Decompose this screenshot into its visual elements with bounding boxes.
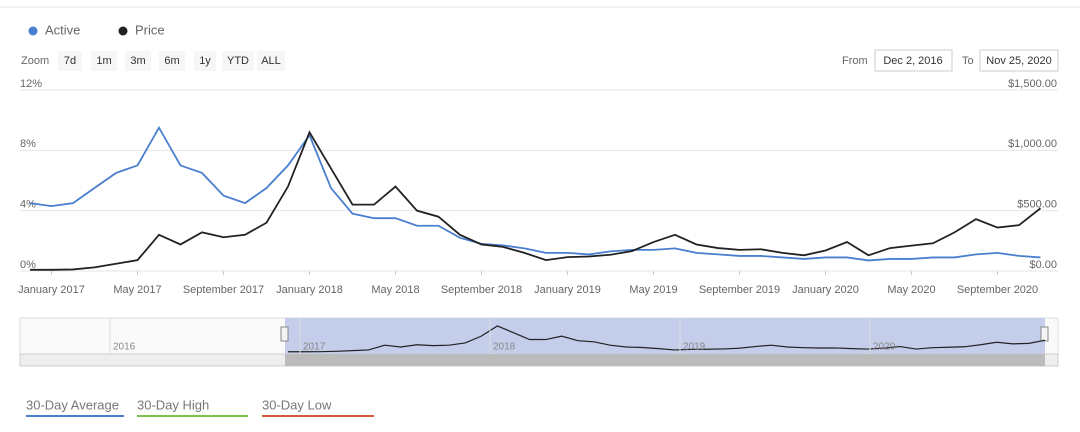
zoom-button-label[interactable]: 3m: [130, 55, 145, 67]
zoom-button[interactable]: [125, 51, 151, 71]
series-line: [29, 125, 1041, 262]
from-label: From: [842, 55, 868, 67]
zoom-button-label[interactable]: ALL: [261, 55, 281, 67]
x-tick-label: May 2020: [887, 284, 935, 296]
y-tick-label: 8%: [20, 138, 36, 150]
x-tick-label: January 2020: [792, 284, 859, 296]
x-tick-label: May 2017: [113, 284, 161, 296]
x-tick-label: September 2018: [441, 284, 522, 296]
x-tick-label: January 2019: [534, 284, 601, 296]
zoom-button-label[interactable]: 6m: [164, 55, 179, 67]
navigator-year: 2016: [113, 342, 136, 353]
to-label: To: [962, 55, 974, 67]
navigator-handle[interactable]: [1040, 326, 1049, 342]
to-input[interactable]: [979, 49, 1059, 72]
zoom-label: Zoom: [21, 55, 49, 67]
zoom-button[interactable]: [194, 51, 216, 71]
x-tick-label: May 2018: [371, 284, 419, 296]
navigator-selection[interactable]: [285, 318, 1045, 354]
legend-label[interactable]: Price: [135, 22, 165, 37]
legend-marker[interactable]: [118, 26, 128, 36]
from-input[interactable]: [874, 49, 953, 72]
stat-label[interactable]: 30-Day High: [137, 397, 209, 412]
zoom-button[interactable]: [58, 51, 82, 71]
x-tick-label: September 2020: [957, 284, 1038, 296]
stat-label[interactable]: 30-Day Average: [26, 397, 119, 412]
navigator-year: 2019: [683, 342, 706, 353]
legend-marker[interactable]: [28, 26, 38, 36]
x-tick-label: May 2019: [629, 284, 677, 296]
scrollbar-thumb[interactable]: [285, 354, 1045, 366]
y2-tick-label: $1,000.00: [1008, 138, 1057, 150]
navigator-handle[interactable]: [280, 326, 289, 342]
zoom-button[interactable]: [257, 51, 285, 71]
navigator-year: 2017: [303, 342, 326, 353]
to-value[interactable]: Nov 25, 2020: [986, 55, 1051, 67]
y2-tick-label: $0.00: [1029, 259, 1057, 271]
y-tick-label: 4%: [20, 199, 36, 211]
navigator-year: 2020: [873, 342, 896, 353]
zoom-button[interactable]: [159, 51, 185, 71]
zoom-button-label[interactable]: 7d: [64, 55, 76, 67]
navigator-line: [288, 325, 1046, 353]
y2-tick-label: $1,500.00: [1008, 78, 1057, 90]
zoom-button[interactable]: [91, 51, 117, 71]
zoom-button-label[interactable]: 1m: [96, 55, 111, 67]
x-tick-label: January 2017: [18, 284, 85, 296]
series-line: [30, 130, 1042, 271]
legend-label[interactable]: Active: [45, 22, 80, 37]
zoom-button-label[interactable]: YTD: [227, 55, 249, 67]
x-tick-label: September 2019: [699, 284, 780, 296]
zoom-button-label[interactable]: 1y: [199, 55, 211, 67]
stat-label[interactable]: 30-Day Low: [262, 397, 332, 412]
zoom-button[interactable]: [222, 51, 254, 71]
x-tick-label: September 2017: [183, 284, 264, 296]
y-tick-label: 12%: [20, 78, 42, 90]
y-tick-label: 0%: [20, 259, 36, 271]
y2-tick-label: $500.00: [1017, 199, 1057, 211]
from-value[interactable]: Dec 2, 2016: [883, 55, 942, 67]
navigator-year: 2018: [493, 342, 516, 353]
x-tick-label: January 2018: [276, 284, 343, 296]
